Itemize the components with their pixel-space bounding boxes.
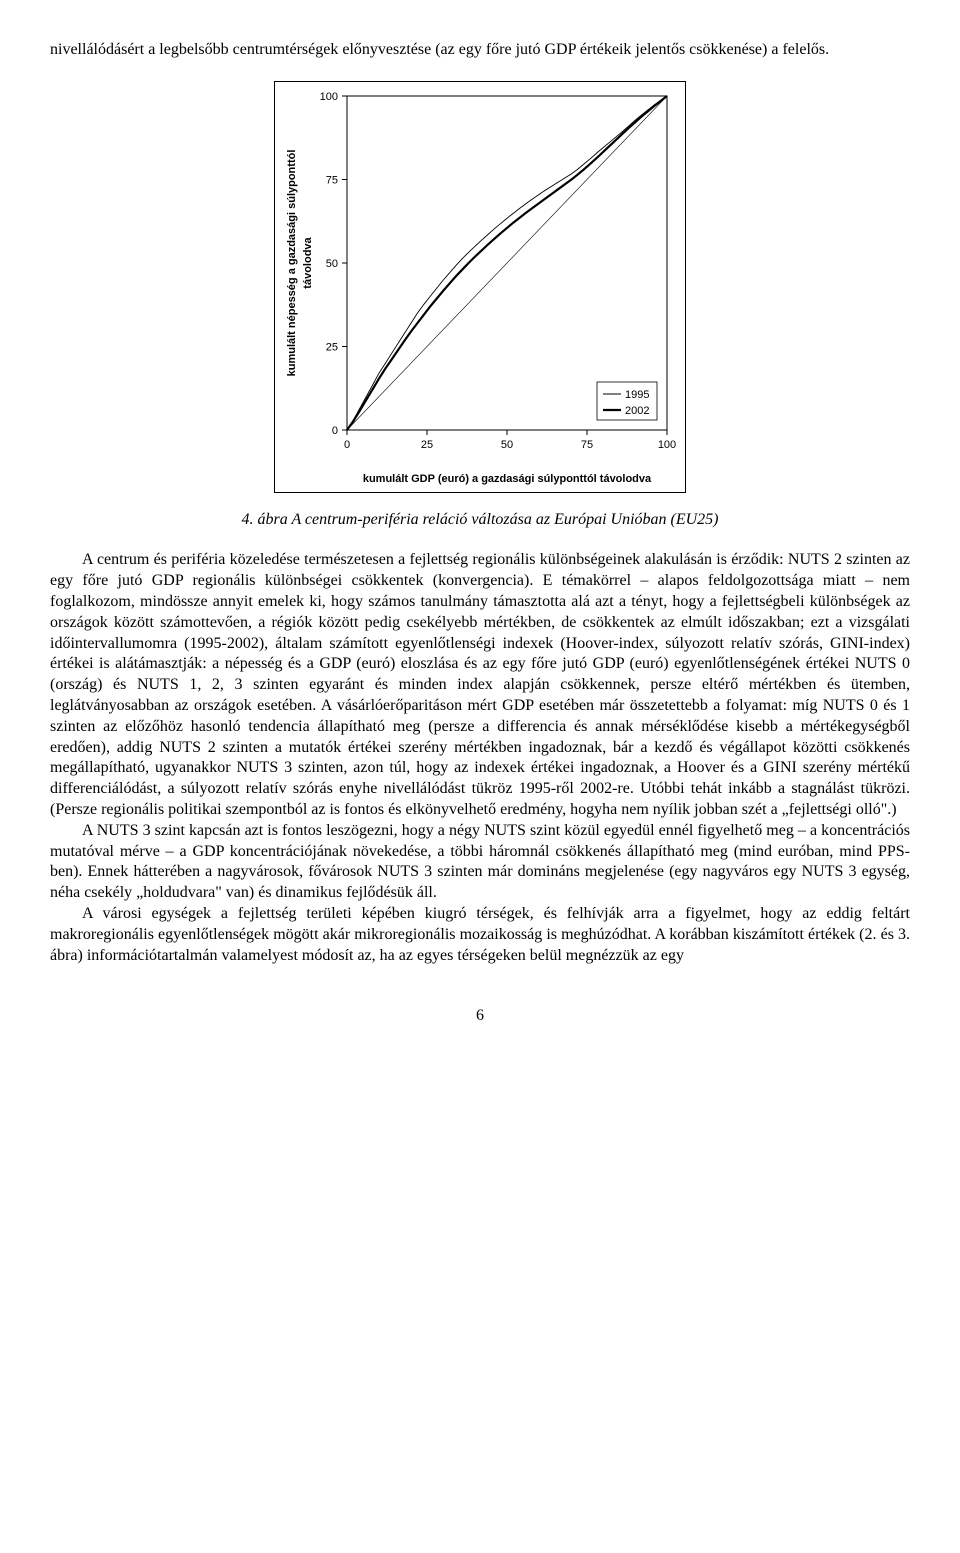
svg-text:kumulált GDP (euró) a gazdaság: kumulált GDP (euró) a gazdasági súlypont… <box>363 473 652 485</box>
svg-text:0: 0 <box>344 439 350 451</box>
svg-text:100: 100 <box>320 91 338 103</box>
figure-container: 0 25 50 75 100 0 25 50 75 100 kumulált GDP (euró) … <box>50 81 910 500</box>
body-paragraph-3: A városi egységek a fejlettség területi … <box>50 904 910 966</box>
svg-text:0: 0 <box>332 425 338 437</box>
svg-text:25: 25 <box>326 341 338 353</box>
body-paragraph-2: A NUTS 3 szint kapcsán azt is fontos les… <box>50 821 910 904</box>
svg-text:100: 100 <box>658 439 676 451</box>
svg-text:2002: 2002 <box>625 405 649 417</box>
svg-text:1995: 1995 <box>625 389 649 401</box>
svg-text:25: 25 <box>421 439 433 451</box>
body-paragraph-1: A centrum és periféria közeledése termés… <box>50 550 910 820</box>
top-text-fragment: nivellálódásért a legbelsőbb centrumtérs… <box>50 40 910 61</box>
svg-text:75: 75 <box>581 439 593 451</box>
figure-border: 0 25 50 75 100 0 25 50 75 100 kumulált GDP (euró) … <box>274 81 686 493</box>
lorenz-chart: 0 25 50 75 100 0 25 50 75 100 kumulált GDP (euró) … <box>275 82 685 492</box>
page-number: 6 <box>50 1006 910 1027</box>
figure-caption: 4. ábra A centrum-periféria reláció vált… <box>50 510 910 531</box>
svg-text:50: 50 <box>326 258 338 270</box>
svg-text:kumulált népesség a gazdasági: kumulált népesség a gazdasági súlyponttó… <box>286 149 298 376</box>
svg-text:távolodva: távolodva <box>302 236 314 288</box>
svg-text:50: 50 <box>501 439 513 451</box>
svg-text:75: 75 <box>326 174 338 186</box>
